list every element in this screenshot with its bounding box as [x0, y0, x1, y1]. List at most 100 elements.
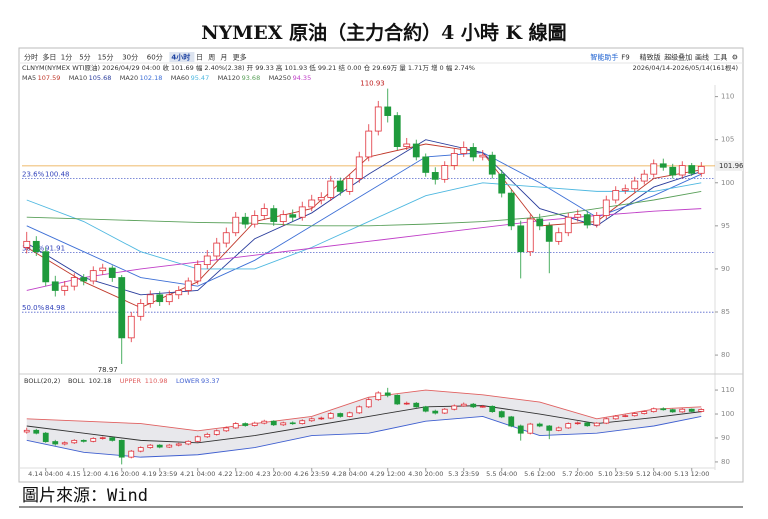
fib-value: 84.98	[45, 304, 65, 312]
x-tick-label: 4.16 20:00	[104, 470, 139, 478]
boll-candle-body	[451, 405, 458, 410]
ma-legend-value: 107.59	[38, 74, 61, 82]
toolbar-tool[interactable]: 智能助手	[590, 53, 618, 62]
candle-body	[697, 165, 705, 174]
boll-candle-body	[413, 402, 420, 408]
toolbar-tab[interactable]: 60分	[147, 53, 163, 62]
boll-candle-body	[441, 408, 448, 414]
x-tick-label: 4.28 04:00	[332, 470, 367, 478]
toolbar-tab[interactable]: 多日	[42, 53, 56, 62]
boll-candle-body	[498, 411, 505, 418]
boll-line	[26, 389, 702, 432]
ma-legend-name: MA250	[269, 74, 291, 82]
ma-legend-name: MA10	[69, 74, 87, 82]
candle-body	[327, 180, 335, 198]
range-text: 2026/04/14-2026/05/14(161根4)	[633, 63, 738, 72]
boll-candle-body	[603, 418, 610, 424]
x-tick-label: 5.13 12:00	[674, 470, 709, 478]
frame	[18, 47, 744, 483]
y-tick-label: 80	[721, 351, 730, 359]
boll-candle-body	[394, 394, 401, 405]
boll-candle-body	[109, 437, 116, 441]
source: 圖片來源：Wind	[22, 486, 148, 506]
ma-legend-name: MA5	[22, 74, 36, 82]
candle-body	[108, 267, 116, 278]
candle-body	[51, 281, 59, 291]
x-tick-label: 4.30 20:00	[408, 470, 443, 478]
y-tick-label: 105	[721, 136, 734, 144]
candle-body	[650, 163, 658, 175]
boll-name: BOLL(20,2)	[24, 377, 60, 385]
boll-candle-body	[99, 437, 106, 439]
toolbar-tool[interactable]: 超级叠加	[664, 53, 692, 62]
boll-candle-body	[280, 422, 287, 426]
boll-legend-value: 102.18	[89, 377, 112, 385]
toolbar-tab[interactable]: 30分	[122, 53, 138, 62]
boll-candle-body	[375, 392, 382, 401]
ma-legend-value: 102.18	[140, 74, 163, 82]
toolbar-tool[interactable]: 画线	[695, 53, 709, 62]
toolbar-tab[interactable]: 月	[220, 54, 227, 62]
candle-body	[688, 165, 696, 174]
candle-body	[42, 251, 50, 283]
candle-body	[251, 215, 259, 225]
candle-body	[184, 280, 192, 291]
boll-candle-body	[669, 409, 676, 413]
toolbar-tab[interactable]: 1分	[61, 53, 72, 62]
candle-body	[260, 208, 268, 216]
candle-body	[441, 165, 449, 180]
ma-legend-value: 105.68	[89, 74, 112, 82]
candle-body	[127, 315, 135, 339]
candle-body	[678, 165, 686, 176]
y-tick-label: 90	[721, 434, 730, 442]
ma-line	[26, 190, 702, 227]
candle-body	[355, 156, 363, 179]
x-tick-label: 4.23 20:00	[256, 470, 291, 478]
candle-body	[593, 215, 601, 226]
boll-candle-body	[470, 403, 477, 408]
candle-body	[469, 147, 477, 158]
boll-legend-name: LOWER	[176, 377, 200, 385]
boll-candle-body	[365, 399, 372, 408]
toolbar-tab[interactable]: 5分	[79, 53, 90, 62]
toolbar-tab[interactable]: 日	[196, 54, 203, 62]
candle-body	[621, 188, 629, 191]
toolbar-tool[interactable]: F9	[621, 54, 629, 62]
boll-candle-body	[384, 392, 391, 396]
candle-body	[669, 166, 677, 176]
boll-candle-body	[698, 409, 705, 412]
boll-candle-body	[251, 422, 258, 426]
boll-candle-body	[679, 408, 686, 413]
toolbar-tab[interactable]: 周	[208, 54, 215, 62]
candle-body	[298, 206, 306, 218]
toolbar-tab[interactable]: 4小时	[171, 53, 190, 62]
boll-candle-body	[593, 422, 600, 427]
candle-body	[346, 178, 354, 192]
candle-body	[507, 192, 515, 227]
toolbar-tab[interactable]: 更多	[233, 53, 247, 62]
boll-candle-body	[688, 408, 695, 412]
candle-body	[450, 153, 458, 166]
boll-candle-body	[185, 440, 192, 445]
boll-legend-name: BOLL	[68, 377, 85, 385]
toolbar-tab[interactable]: 分时	[24, 53, 38, 62]
x-tick-label: 5.7 20:00	[562, 470, 593, 478]
candle-body	[80, 277, 88, 282]
candle-body	[137, 302, 145, 317]
ma-legend-name: MA60	[171, 74, 189, 82]
boll-candle-body	[337, 413, 344, 417]
y-tick-label: 100	[721, 410, 734, 418]
boll-candle-body	[660, 408, 667, 411]
boll-candle-body	[584, 422, 591, 427]
candle-body	[317, 197, 325, 201]
toolbar-tool[interactable]: ⚙	[732, 54, 738, 62]
toolbar-tool[interactable]: 精致版	[640, 53, 661, 62]
boll-candle-body	[460, 403, 467, 407]
candle-body	[99, 267, 107, 272]
toolbar-tab[interactable]: 15分	[98, 53, 114, 62]
toolbar-tool[interactable]: 工具	[713, 54, 727, 62]
candle-body	[279, 214, 287, 222]
tab-active-bg	[169, 52, 195, 62]
boll-legend-value: 93.37	[201, 377, 220, 385]
x-tick-label: 4.21 04:00	[180, 470, 215, 478]
